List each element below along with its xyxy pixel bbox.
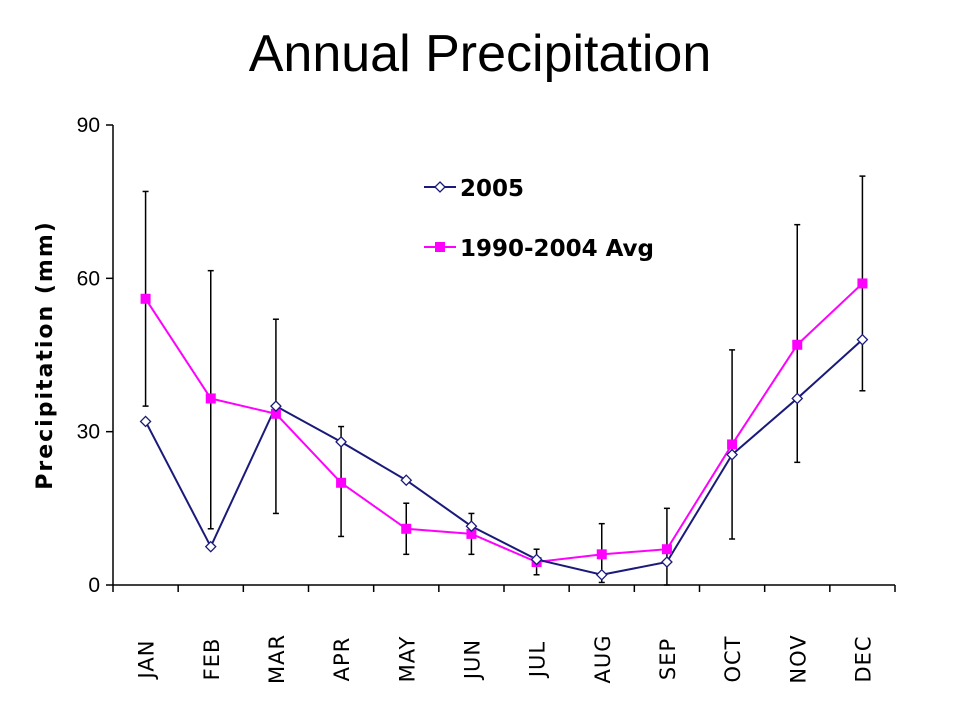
y-tick-label: 30	[77, 421, 100, 444]
x-category-label: JUN	[460, 639, 484, 681]
legend-marker	[435, 242, 445, 252]
series-line-2005	[144, 338, 864, 576]
data-point-avg	[140, 293, 151, 304]
data-point-2005	[660, 556, 673, 568]
legend-marker	[434, 181, 446, 193]
legend-label: 2005	[460, 176, 524, 202]
x-category-label: DEC	[851, 635, 875, 682]
data-point-2005	[269, 400, 282, 413]
x-category-label: APR	[330, 637, 354, 682]
y-tick-label: 90	[77, 114, 100, 137]
x-category-label: FEB	[200, 638, 224, 681]
data-point-avg	[857, 278, 868, 289]
data-point-avg	[792, 339, 803, 350]
x-category-label: SEP	[656, 638, 680, 680]
data-point-2005	[139, 415, 152, 428]
data-point-avg	[727, 439, 738, 450]
legend: 2005 1990-2004 Avg	[424, 176, 654, 262]
data-point-2005	[726, 448, 739, 461]
x-category-label: JUL	[526, 641, 550, 679]
data-point-2005	[335, 435, 348, 448]
data-point-avg	[661, 544, 672, 555]
data-point-2005	[856, 333, 869, 346]
x-category-label: MAR	[265, 634, 289, 684]
data-point-2005	[204, 540, 217, 553]
data-point-2005	[400, 474, 413, 487]
y-tick-label: 0	[88, 574, 100, 597]
y-axis-title: Precipitation (mm)	[33, 220, 58, 490]
series-lines	[144, 282, 864, 576]
series-markers	[139, 278, 869, 581]
chart-title: Annual Precipitation	[248, 25, 712, 83]
axes: 0 30 60 90 JAN FEB MAR APR MAY JUN JUL AUG SEP OCT NOV…	[33, 114, 896, 684]
series-line-avg	[144, 282, 864, 564]
data-point-2005	[791, 392, 804, 405]
data-point-2005	[595, 568, 608, 581]
y-tick-label: 60	[77, 267, 100, 290]
data-point-avg	[401, 523, 412, 534]
data-point-avg	[596, 549, 607, 560]
x-category-label: AUG	[591, 634, 615, 683]
data-point-avg	[336, 477, 347, 488]
data-point-avg	[466, 528, 477, 539]
x-category-label: JAN	[135, 640, 159, 681]
legend-label: 1990-2004 Avg	[460, 236, 654, 262]
x-category-label: MAY	[395, 636, 419, 683]
data-point-2005	[465, 520, 478, 533]
x-category-label: OCT	[721, 635, 745, 682]
data-point-2005	[530, 553, 543, 566]
x-category-label: NOV	[786, 634, 810, 683]
data-point-avg	[270, 408, 281, 419]
data-point-avg	[205, 393, 216, 404]
